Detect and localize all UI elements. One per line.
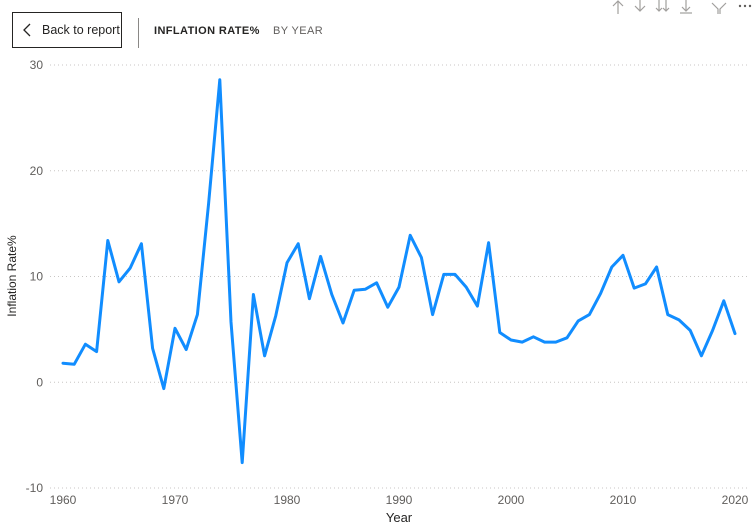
- y-tick-label: 20: [30, 164, 44, 178]
- chevron-left-icon: [23, 23, 31, 37]
- data-point[interactable]: [183, 346, 189, 352]
- data-point[interactable]: [418, 254, 424, 260]
- x-tick-label: 2020: [722, 493, 749, 507]
- data-point[interactable]: [116, 279, 122, 285]
- data-point[interactable]: [519, 339, 525, 345]
- double-arrow-down-icon[interactable]: [655, 0, 671, 14]
- data-point[interactable]: [306, 296, 312, 302]
- data-point[interactable]: [631, 285, 637, 291]
- data-point[interactable]: [553, 339, 559, 345]
- data-point[interactable]: [351, 287, 357, 293]
- data-point[interactable]: [732, 331, 738, 337]
- x-tick-label: 1970: [162, 493, 189, 507]
- x-axis-ticks: 1960 1970 1980 1990 2000 2010 2020: [50, 493, 749, 507]
- y-tick-label: 30: [30, 58, 44, 72]
- data-point[interactable]: [486, 240, 492, 246]
- data-point[interactable]: [228, 319, 234, 325]
- data-point[interactable]: [94, 349, 100, 355]
- data-point[interactable]: [598, 290, 604, 296]
- arrow-down-icon[interactable]: [633, 0, 647, 14]
- series-line[interactable]: [61, 78, 737, 465]
- data-point[interactable]: [172, 325, 178, 331]
- back-button-label: Back to report: [42, 23, 120, 37]
- data-point[interactable]: [721, 298, 727, 304]
- x-tick-label: 2000: [498, 493, 525, 507]
- data-point[interactable]: [609, 264, 615, 270]
- data-point[interactable]: [441, 271, 447, 277]
- data-point[interactable]: [194, 312, 200, 318]
- data-point[interactable]: [687, 327, 693, 333]
- data-point[interactable]: [474, 303, 480, 309]
- data-point[interactable]: [71, 361, 77, 367]
- data-point[interactable]: [273, 313, 279, 319]
- y-axis-ticks: -10 0 10 20 30: [26, 58, 44, 495]
- x-tick-label: 1960: [50, 493, 77, 507]
- data-point[interactable]: [138, 241, 144, 247]
- data-point[interactable]: [60, 360, 66, 366]
- arrow-up-icon[interactable]: [611, 0, 625, 14]
- y-tick-label: 0: [36, 375, 43, 389]
- data-point[interactable]: [161, 386, 167, 392]
- x-axis-label: Year: [386, 510, 413, 525]
- y-axis-label: Inflation Rate%: [5, 235, 19, 317]
- data-point[interactable]: [463, 284, 469, 290]
- data-point[interactable]: [396, 284, 402, 290]
- data-point[interactable]: [105, 238, 111, 244]
- data-point[interactable]: [564, 335, 570, 341]
- data-point[interactable]: [295, 241, 301, 247]
- data-point[interactable]: [586, 312, 592, 318]
- data-point[interactable]: [82, 341, 88, 347]
- y-tick-label: -10: [26, 481, 44, 495]
- data-point[interactable]: [676, 317, 682, 323]
- data-point[interactable]: [497, 330, 503, 336]
- data-point[interactable]: [430, 312, 436, 318]
- data-point[interactable]: [542, 339, 548, 345]
- data-point[interactable]: [150, 345, 156, 351]
- data-point[interactable]: [250, 291, 256, 297]
- data-point[interactable]: [452, 271, 458, 277]
- data-point[interactable]: [575, 318, 581, 324]
- data-point[interactable]: [620, 252, 626, 258]
- data-point[interactable]: [362, 286, 368, 292]
- series-layer: [60, 77, 738, 466]
- data-point[interactable]: [206, 201, 212, 207]
- data-point[interactable]: [262, 353, 268, 359]
- data-point[interactable]: [654, 264, 660, 270]
- visual-subtitle: BY YEAR: [273, 25, 324, 37]
- data-point[interactable]: [127, 265, 133, 271]
- data-point[interactable]: [318, 253, 324, 259]
- data-point[interactable]: [710, 327, 716, 333]
- x-tick-label: 2010: [610, 493, 637, 507]
- more-options-icon[interactable]: [737, 0, 753, 14]
- data-point[interactable]: [642, 281, 648, 287]
- y-tick-label: 10: [30, 270, 44, 284]
- data-point[interactable]: [329, 291, 335, 297]
- x-tick-label: 1990: [386, 493, 413, 507]
- data-point[interactable]: [374, 280, 380, 286]
- data-point[interactable]: [508, 337, 514, 343]
- data-point[interactable]: [284, 260, 290, 266]
- back-to-report-button[interactable]: Back to report: [12, 12, 122, 48]
- visual-toolbar: [603, 0, 755, 14]
- data-point[interactable]: [698, 353, 704, 359]
- data-point[interactable]: [407, 232, 413, 238]
- gridlines: [50, 64, 750, 489]
- data-point[interactable]: [217, 77, 223, 83]
- data-point[interactable]: [340, 320, 346, 326]
- data-point[interactable]: [239, 460, 245, 466]
- expand-hierarchy-icon[interactable]: [679, 0, 693, 14]
- data-point[interactable]: [530, 334, 536, 340]
- x-tick-label: 1980: [274, 493, 301, 507]
- data-point[interactable]: [385, 304, 391, 310]
- visual-title: INFLATION RATE%: [154, 25, 260, 37]
- filter-icon[interactable]: [711, 0, 727, 14]
- header-divider: [138, 18, 139, 48]
- data-point[interactable]: [665, 312, 671, 318]
